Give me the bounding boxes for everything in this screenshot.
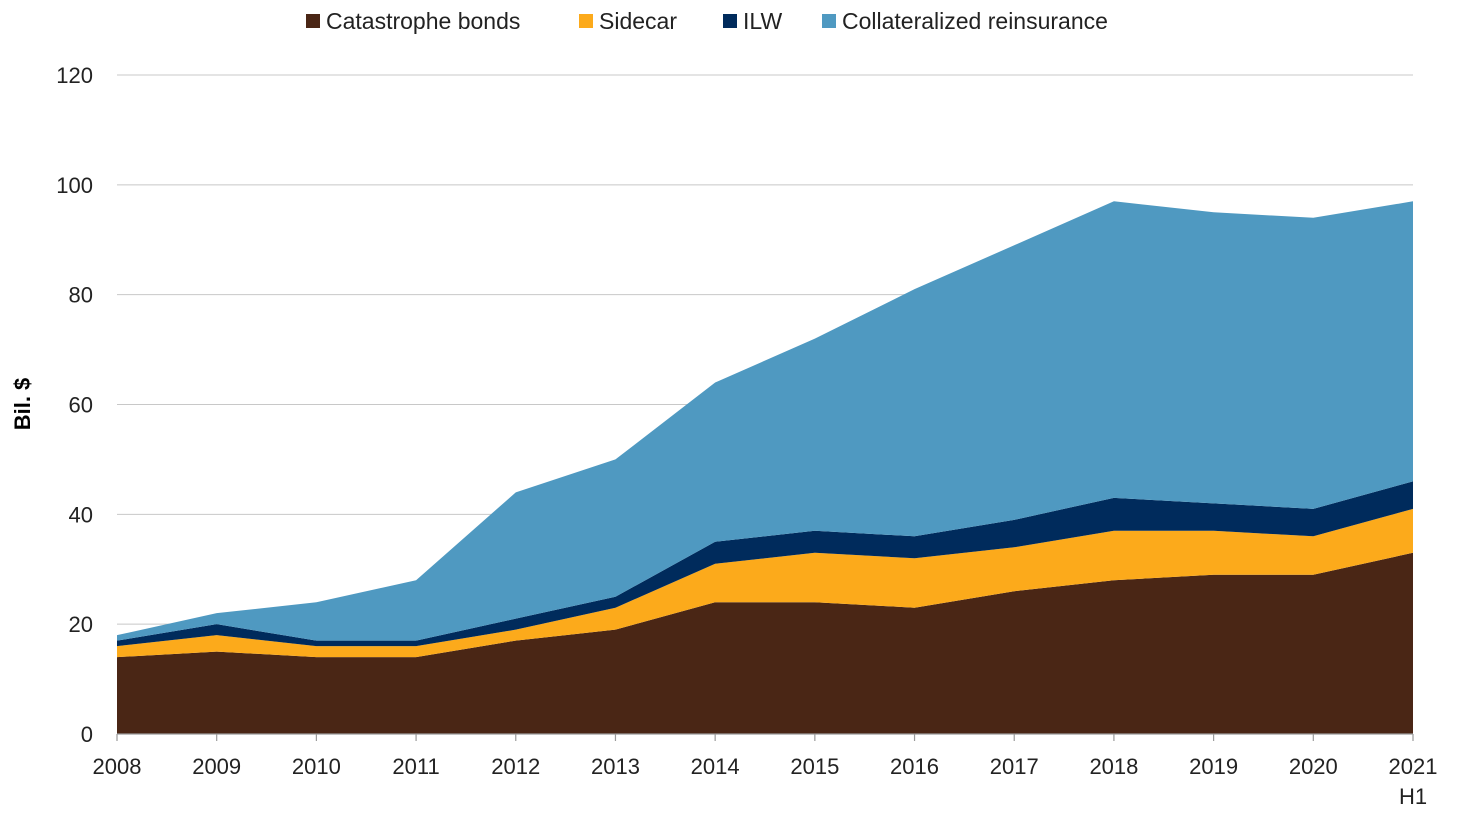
legend-item: ILW xyxy=(723,8,782,34)
y-tick-label: 20 xyxy=(69,612,93,637)
x-tick-sublabel: H1 xyxy=(1399,784,1427,809)
x-tick-label: 2017 xyxy=(990,754,1039,779)
legend-swatch xyxy=(723,14,737,28)
y-tick-label: 40 xyxy=(69,502,93,527)
legend-item: Sidecar xyxy=(579,8,677,34)
y-tick-label: 80 xyxy=(69,283,93,308)
x-tick-label: 2013 xyxy=(591,754,640,779)
area-collateralized-reinsurance xyxy=(117,201,1413,641)
area-ilw xyxy=(117,481,1413,647)
area-sidecar xyxy=(117,508,1413,658)
legend-label: Catastrophe bonds xyxy=(326,8,520,34)
x-tick-label: 2019 xyxy=(1189,754,1238,779)
y-tick-label: 120 xyxy=(56,63,93,88)
x-tick-label: 2016 xyxy=(890,754,939,779)
legend-swatch xyxy=(306,14,320,28)
legend-swatch xyxy=(579,14,593,28)
legend: Catastrophe bonds Sidecar ILW Collateralize… xyxy=(306,8,1108,34)
x-tick-label: 2020 xyxy=(1289,754,1338,779)
legend-item: Collateralized reinsurance xyxy=(822,8,1108,34)
x-tick-label: 2014 xyxy=(691,754,740,779)
x-tick-label: 2008 xyxy=(93,754,142,779)
x-tick-label: 2009 xyxy=(192,754,241,779)
y-axis-title: Bil. $ xyxy=(10,378,35,431)
x-tick-label: 2015 xyxy=(790,754,839,779)
y-tick-label: 60 xyxy=(69,393,93,418)
legend-label: ILW xyxy=(743,8,782,34)
x-tick-label: 2018 xyxy=(1089,754,1138,779)
y-tick-label: 100 xyxy=(56,173,93,198)
y-tick-label: 0 xyxy=(81,722,93,747)
x-tick-label: 2010 xyxy=(292,754,341,779)
y-axis: 0 20 40 60 80 100 120 xyxy=(56,63,93,747)
x-tick-label: 2021 xyxy=(1389,754,1438,779)
legend-label: Sidecar xyxy=(599,8,677,34)
x-tick-label: 2012 xyxy=(491,754,540,779)
x-tick-label: 2011 xyxy=(392,754,439,779)
legend-swatch xyxy=(822,14,836,28)
area-catastrophe-bonds xyxy=(117,552,1413,734)
legend-item: Catastrophe bonds xyxy=(306,8,520,34)
x-axis: 2008 2009 2010 2011 2012 2013 2014 2015 2016 2017… xyxy=(93,733,1438,809)
plot-area xyxy=(117,201,1413,734)
legend-label: Collateralized reinsurance xyxy=(842,8,1108,34)
